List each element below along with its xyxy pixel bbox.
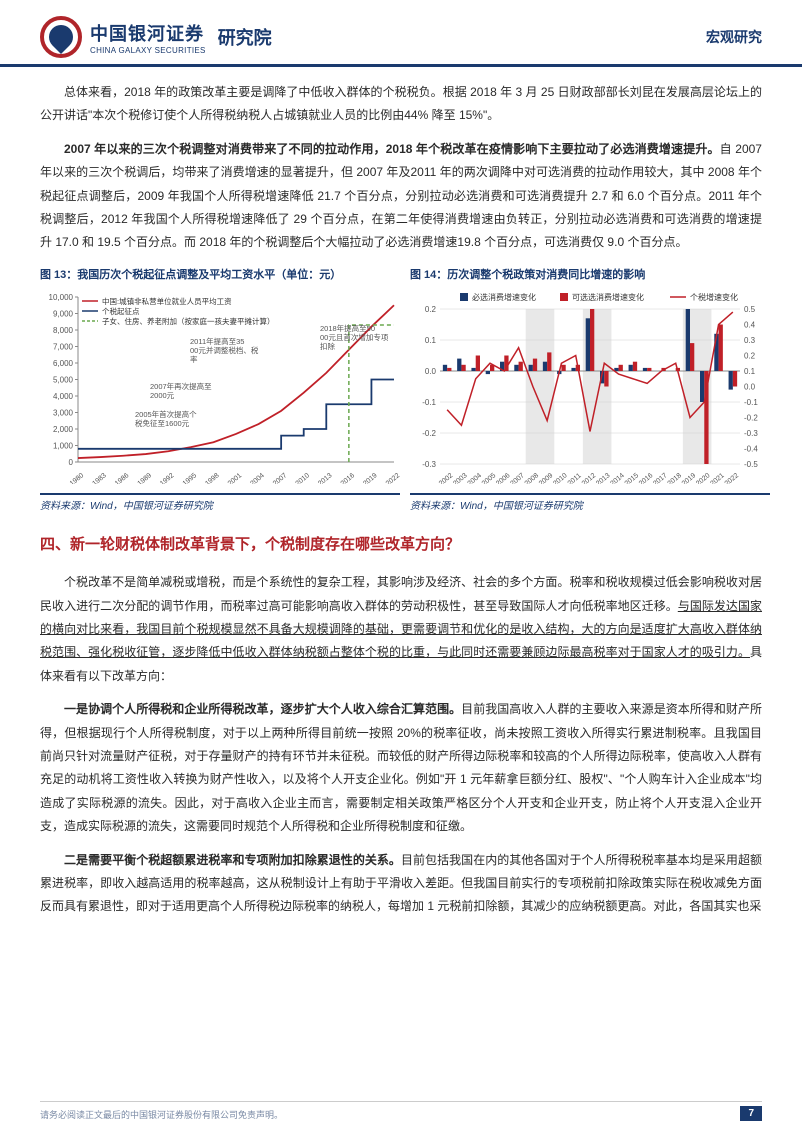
svg-text:1,000: 1,000 — [53, 442, 74, 451]
svg-text:2013: 2013 — [317, 472, 334, 484]
chart-14: 图 14：历次调整个税政策对消费同比增速的影响 -0.3 -0.2 -0.1 0.0 0… — [410, 265, 770, 516]
svg-text:2007年再次提高至: 2007年再次提高至 — [150, 381, 212, 391]
svg-text:2010: 2010 — [295, 472, 312, 484]
p5-lead: 二是需要平衡个税超额累进税率和专项附加扣除累退性的关系。 — [64, 853, 401, 867]
svg-text:-0.3: -0.3 — [422, 460, 436, 469]
p2-lead: 2007 年以来的三次个税调整对消费带来了不同的拉动作用，2018 年个税改革在… — [64, 142, 720, 156]
paragraph-1: 总体来看，2018 年的政策改革主要是调降了中低收入群体的个税税负。根据 201… — [40, 81, 762, 128]
svg-text:可选选消费增速变化: 可选选消费增速变化 — [572, 292, 644, 302]
svg-text:子女、住房、养老附加（按家庭一孩夫妻平摊计算）: 子女、住房、养老附加（按家庭一孩夫妻平摊计算） — [102, 316, 275, 326]
page-footer: 请务必阅读正文最后的中国银河证券股份有限公司免责声明。 7 — [40, 1101, 762, 1121]
svg-text:1983: 1983 — [91, 472, 108, 484]
svg-text:0.0: 0.0 — [425, 367, 437, 376]
svg-text:7,000: 7,000 — [53, 343, 74, 352]
chart-14-svg: -0.3 -0.2 -0.1 0.0 0.1 0.2 -0.5 -0.4 -0.3 -0.2 -0.… — [410, 289, 770, 484]
svg-text:2004: 2004 — [249, 472, 266, 484]
svg-text:2000元: 2000元 — [150, 391, 175, 400]
page-content: 总体来看，2018 年的政策改革主要是调降了中低收入群体的个税税负。根据 201… — [0, 67, 802, 919]
svg-text:0.4: 0.4 — [744, 321, 756, 330]
svg-text:0: 0 — [69, 458, 74, 467]
svg-text:0.5: 0.5 — [744, 305, 756, 314]
svg-text:2001: 2001 — [227, 472, 244, 484]
svg-text:1992: 1992 — [159, 472, 176, 484]
svg-text:-0.4: -0.4 — [744, 445, 758, 454]
p4-lead: 一是协调个人所得税和企业所得税改革，逐步扩大个人收入综合汇算范围。 — [64, 702, 461, 716]
svg-text:2007: 2007 — [272, 472, 289, 484]
svg-text:必选消费增速变化: 必选消费增速变化 — [472, 292, 536, 302]
svg-text:2011年提高至35: 2011年提高至35 — [190, 336, 244, 346]
svg-text:2022: 2022 — [385, 472, 400, 484]
p3-a: 个税改革不是简单减税或增税，而是个系统性的复杂工程，其影响涉及经济、社会的多个方… — [40, 575, 762, 612]
page-number: 7 — [740, 1106, 762, 1121]
logo-en: CHINA GALAXY SECURITIES — [90, 46, 206, 55]
svg-text:-0.1: -0.1 — [744, 398, 758, 407]
section-title: 四、新一轮财税体制改革背景下，个税制度存在哪些改革方向？ — [40, 530, 762, 559]
svg-text:00元且首次增加专项: 00元且首次增加专项 — [320, 332, 389, 342]
svg-text:1995: 1995 — [182, 472, 199, 484]
svg-text:0.3: 0.3 — [744, 336, 756, 345]
svg-text:2019: 2019 — [362, 472, 379, 484]
svg-text:9,000: 9,000 — [53, 310, 74, 319]
paragraph-4: 一是协调个人所得税和企业所得税改革，逐步扩大个人收入综合汇算范围。目前我国高收入… — [40, 698, 762, 838]
paragraph-2: 2007 年以来的三次个税调整对消费带来了不同的拉动作用，2018 年个税改革在… — [40, 138, 762, 255]
svg-text:1980: 1980 — [69, 472, 86, 484]
svg-text:10,000: 10,000 — [49, 293, 74, 302]
page-header: 中国银河证券 CHINA GALAXY SECURITIES 研究院 宏观研究 — [0, 0, 802, 67]
svg-text:4,000: 4,000 — [53, 392, 74, 401]
svg-text:-0.3: -0.3 — [744, 429, 758, 438]
svg-text:3,000: 3,000 — [53, 409, 74, 418]
svg-text:率: 率 — [190, 354, 198, 364]
svg-text:个税起征点: 个税起征点 — [102, 306, 140, 316]
svg-text:6,000: 6,000 — [53, 359, 74, 368]
svg-text:2018年提高至50: 2018年提高至50 — [320, 323, 375, 333]
svg-text:扣除: 扣除 — [320, 341, 335, 351]
svg-text:个税增速变化: 个税增速变化 — [690, 292, 738, 302]
svg-text:2,000: 2,000 — [53, 425, 74, 434]
svg-text:0.2: 0.2 — [425, 305, 437, 314]
disclaimer: 请务必阅读正文最后的中国银河证券股份有限公司免责声明。 — [40, 1108, 283, 1121]
chart-row: 图 13：我国历次个税起征点调整及平均工资水平（单位：元） 0 1,000 2,00… — [40, 265, 762, 516]
svg-text:-0.2: -0.2 — [422, 429, 436, 438]
p2-body: 自 2007 年以来的三次个税调后，均带来了消费增速的显著提升，但 2007 年… — [40, 142, 762, 250]
svg-text:税免征至1600元: 税免征至1600元 — [135, 418, 190, 428]
svg-text:5,000: 5,000 — [53, 376, 74, 385]
chart-13: 图 13：我国历次个税起征点调整及平均工资水平（单位：元） 0 1,000 2,00… — [40, 265, 400, 516]
svg-text:1989: 1989 — [137, 472, 154, 484]
chart-14-title: 图 14：历次调整个税政策对消费同比增速的影响 — [410, 265, 770, 286]
svg-text:2016: 2016 — [340, 472, 357, 484]
svg-text:0.1: 0.1 — [425, 336, 437, 345]
paragraph-5: 二是需要平衡个税超额累进税率和专项附加扣除累退性的关系。目前包括我国在内的其他各… — [40, 849, 762, 919]
logo-cn: 中国银河证券 — [90, 20, 206, 46]
logo-mark-icon — [40, 16, 82, 58]
p4-body: 目前我国高收入人群的主要收入来源是资本所得和财产所得，但根据现行个人所得税制度，… — [40, 702, 762, 833]
svg-text:0.0: 0.0 — [744, 383, 756, 392]
doc-type: 宏观研究 — [706, 27, 762, 47]
svg-text:2022: 2022 — [724, 472, 741, 484]
paragraph-3: 个税改革不是简单减税或增税，而是个系统性的复杂工程，其影响涉及经济、社会的多个方… — [40, 571, 762, 688]
chart-13-svg: 0 1,000 2,000 3,000 4,000 5,000 6,000 7,000 8,00… — [40, 289, 400, 484]
svg-text:-0.2: -0.2 — [744, 414, 758, 423]
chart-14-source: 资料来源：Wind，中国银河证券研究院 — [410, 493, 770, 517]
svg-text:-0.1: -0.1 — [422, 398, 436, 407]
chart-13-title: 图 13：我国历次个税起征点调整及平均工资水平（单位：元） — [40, 265, 400, 286]
logo: 中国银河证券 CHINA GALAXY SECURITIES — [40, 16, 206, 58]
svg-text:-0.5: -0.5 — [744, 460, 758, 469]
svg-text:0.1: 0.1 — [744, 367, 756, 376]
svg-text:1998: 1998 — [204, 472, 221, 484]
svg-text:中国:城镇非私营单位就业人员平均工资: 中国:城镇非私营单位就业人员平均工资 — [102, 296, 232, 306]
svg-text:2005年首次提高个: 2005年首次提高个 — [135, 409, 197, 419]
svg-text:00元并调整税档、税: 00元并调整税档、税 — [190, 345, 259, 355]
svg-text:8,000: 8,000 — [53, 326, 74, 335]
chart-13-source: 资料来源：Wind，中国银河证券研究院 — [40, 493, 400, 517]
svg-text:0.2: 0.2 — [744, 352, 756, 361]
department: 研究院 — [218, 24, 272, 50]
svg-text:1986: 1986 — [114, 472, 131, 484]
